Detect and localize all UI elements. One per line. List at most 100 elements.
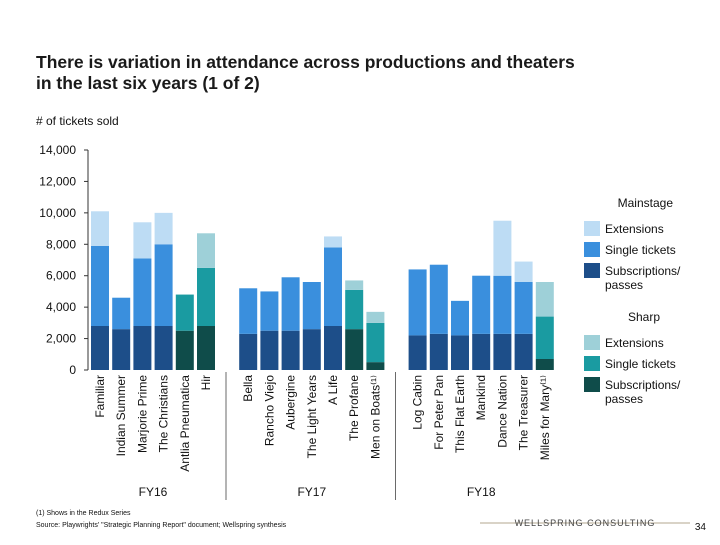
bar-segment [535, 359, 554, 370]
x-tick-label: Familiar [93, 375, 107, 418]
legend-swatch [584, 242, 600, 257]
bar-segment [112, 297, 131, 330]
y-tick-label: 2,000 [46, 332, 76, 346]
bar-segment [197, 326, 215, 370]
bar-segment [472, 333, 491, 370]
bar-segment [366, 362, 385, 370]
bar-segment [408, 269, 427, 336]
bar-segment [260, 330, 279, 370]
legend-label: Extensions [605, 222, 664, 236]
legend-swatch [584, 356, 600, 371]
y-tick-label: 10,000 [39, 206, 76, 220]
x-tick-label: The Profane [347, 375, 361, 441]
bar-segment [133, 326, 152, 370]
bar-segment [345, 289, 364, 330]
bar-segment [408, 335, 427, 370]
bar-segment [514, 261, 533, 282]
x-tick-label: Marjorie Prime [135, 375, 149, 453]
x-tick-label: Antlia Pneumatica [178, 375, 192, 472]
y-axis-label: # of tickets sold [36, 114, 119, 128]
bar-segment [514, 282, 533, 334]
legend-swatch [584, 335, 600, 350]
bar-segment [345, 280, 364, 290]
bar-segment [366, 322, 385, 363]
footnote: (1) Shows in the Redux Series [36, 510, 131, 517]
x-tick-label: Dance Nation [495, 375, 509, 448]
x-tick-label: Men on Boats⁽¹⁾ [368, 375, 382, 459]
legend-title: Sharp [628, 310, 660, 324]
bar-segment [239, 333, 258, 370]
x-tick-label: Log Cabin [411, 375, 425, 430]
group-label: FY17 [297, 485, 326, 499]
x-tick-label: For Peter Pan [432, 375, 446, 450]
y-tick-label: 6,000 [46, 269, 76, 283]
legend-title: Mainstage [618, 196, 674, 210]
bar-segment [535, 316, 554, 359]
bar-segment [133, 222, 152, 259]
legend-label: Single tickets [605, 243, 676, 257]
y-tick-label: 0 [69, 363, 76, 377]
x-tick-label: This Flat Earth [453, 375, 467, 453]
bar-segment [91, 211, 109, 246]
bar-segment [324, 236, 342, 248]
x-tick-label: Aubergine [284, 375, 298, 430]
x-tick-label: Rancho Viejo [262, 375, 276, 446]
legend-label: Single tickets [605, 357, 676, 371]
y-tick-label: 4,000 [46, 300, 76, 314]
bar-segment [302, 329, 321, 370]
x-tick-label: A Life [326, 375, 340, 405]
bar-segment [493, 275, 512, 334]
bar-segment [91, 245, 109, 326]
x-tick-label: Miles for Mary⁽¹⁾ [538, 375, 552, 460]
legend-swatch [584, 263, 600, 278]
y-tick-label: 12,000 [39, 174, 76, 188]
logo: WELLSPRING CONSULTING [515, 518, 656, 528]
x-tick-label: The Treasurer [517, 375, 531, 450]
y-tick-label: 14,000 [39, 143, 76, 157]
bar-segment [493, 220, 512, 276]
bar-segment [324, 247, 342, 326]
bar-segment [154, 244, 173, 326]
x-tick-label: Hir [199, 375, 213, 390]
bar-segment [345, 329, 364, 370]
legend-swatch [584, 377, 600, 392]
bar-segment [302, 282, 321, 330]
y-tick-label: 8,000 [46, 237, 76, 251]
bar-segment [429, 264, 448, 334]
bar-segment [197, 233, 215, 268]
source: Source: Playwrights' "Strategic Planning… [36, 522, 287, 529]
bar-segment [112, 329, 131, 370]
bar-segment [154, 212, 173, 245]
legend-label: Extensions [605, 336, 664, 350]
bar-segment [154, 326, 173, 370]
bar-segment [514, 333, 533, 370]
bar-segment [366, 311, 385, 323]
bar-segment [451, 335, 469, 370]
bar-segment [429, 333, 448, 370]
x-tick-label: Bella [241, 375, 255, 402]
x-tick-label: The Light Years [305, 375, 319, 458]
bar-segment [175, 294, 194, 331]
bar-segment [281, 330, 300, 370]
chart-title: There is variation in attendance across … [36, 52, 575, 93]
x-tick-label: Mankind [474, 375, 488, 420]
page-number: 34 [695, 522, 707, 533]
bar-segment [281, 277, 300, 331]
legend-swatch [584, 221, 600, 236]
legend-label: Subscriptions/passes [605, 264, 681, 292]
bar-segment [493, 333, 512, 370]
bar-segment [260, 291, 279, 331]
legend-label: Subscriptions/passes [605, 378, 681, 406]
bar-segment [175, 330, 194, 370]
x-tick-label: The Christians [157, 375, 171, 452]
bar-segment [535, 282, 554, 317]
bar-segment [91, 326, 109, 370]
bar-segment [197, 267, 215, 326]
bar-segment [324, 326, 342, 370]
x-tick-label: Indian Summer [114, 375, 128, 456]
bar-segment [472, 275, 491, 334]
bar-segment [451, 300, 469, 336]
group-label: FY16 [139, 485, 168, 499]
bar-segment [239, 288, 258, 334]
